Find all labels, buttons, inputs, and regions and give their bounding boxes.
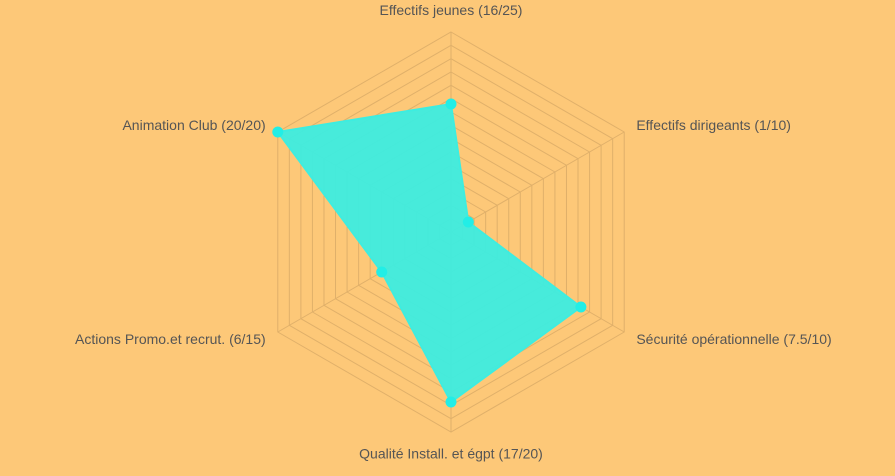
series-area — [276, 102, 583, 404]
axis-labels: Effectifs jeunes (16/25) Effectifs dirige… — [75, 2, 832, 461]
data-point[interactable] — [575, 301, 587, 313]
data-point[interactable] — [376, 266, 388, 278]
data-point[interactable] — [462, 216, 474, 228]
axis-label: Sécurité opérationnelle (7.5/10) — [636, 331, 831, 347]
data-point[interactable] — [445, 396, 457, 408]
grid-spoke — [450, 131, 625, 233]
axis-label: Effectifs dirigeants (1/10) — [636, 117, 791, 133]
data-point[interactable] — [445, 98, 457, 110]
radar-series — [272, 98, 587, 408]
data-point[interactable] — [272, 126, 284, 138]
axis-label: Effectifs jeunes (16/25) — [380, 2, 523, 18]
axis-label: Animation Club (20/20) — [122, 117, 265, 133]
axis-label: Qualité Install. et égpt (17/20) — [359, 446, 543, 462]
axis-label: Actions Promo.et recrut. (6/15) — [75, 331, 266, 347]
